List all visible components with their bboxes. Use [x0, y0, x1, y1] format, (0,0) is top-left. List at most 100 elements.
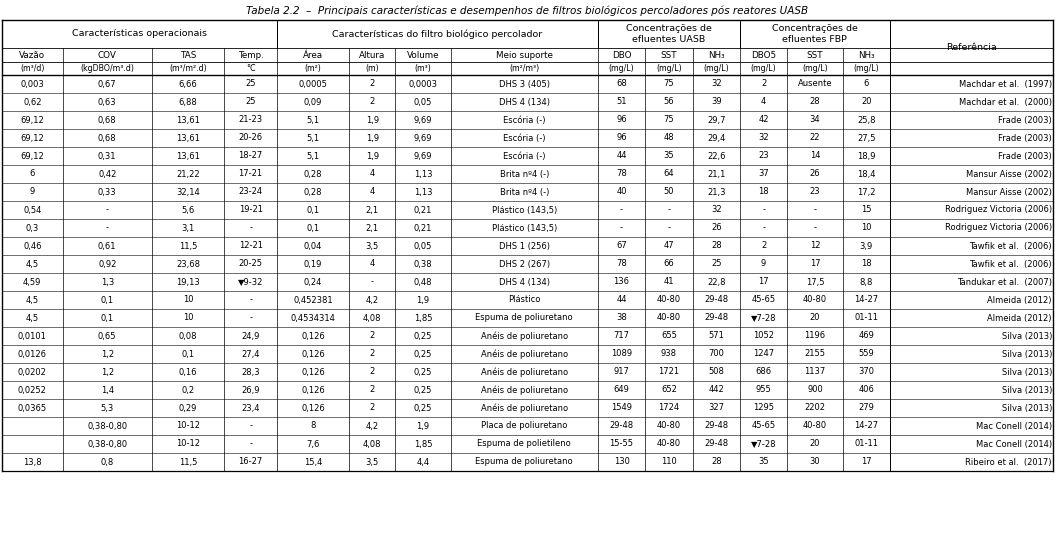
Text: 6,66: 6,66	[178, 79, 197, 88]
Text: 0,0202: 0,0202	[18, 368, 46, 376]
Text: DHS 4 (134): DHS 4 (134)	[499, 98, 550, 106]
Text: 4,2: 4,2	[366, 421, 379, 431]
Text: 12: 12	[809, 242, 820, 250]
Text: 130: 130	[614, 458, 630, 466]
Text: 1137: 1137	[804, 368, 826, 376]
Text: 5,1: 5,1	[307, 151, 320, 161]
Text: DHS 3 (405): DHS 3 (405)	[499, 79, 550, 88]
Text: Mac Conell (2014): Mac Conell (2014)	[976, 439, 1052, 448]
Text: 29-48: 29-48	[704, 421, 728, 431]
Text: Plástico: Plástico	[509, 295, 540, 305]
Text: 35: 35	[759, 458, 769, 466]
Text: 652: 652	[661, 385, 677, 395]
Text: 0,21: 0,21	[414, 206, 433, 214]
Text: -: -	[620, 224, 624, 232]
Text: 0,0252: 0,0252	[18, 385, 46, 395]
Text: 649: 649	[614, 385, 630, 395]
Text: 25: 25	[246, 98, 256, 106]
Text: 3,5: 3,5	[366, 458, 379, 466]
Text: 136: 136	[614, 277, 630, 287]
Text: 2: 2	[369, 385, 375, 395]
Text: 0,0365: 0,0365	[18, 403, 46, 413]
Text: 25,8: 25,8	[857, 116, 876, 124]
Text: 2,1: 2,1	[366, 206, 379, 214]
Text: 14-27: 14-27	[855, 295, 878, 305]
Text: -: -	[370, 277, 373, 287]
Text: 35: 35	[664, 151, 674, 161]
Text: Escória (-): Escória (-)	[503, 134, 545, 142]
Text: 11,5: 11,5	[179, 242, 197, 250]
Text: 0,25: 0,25	[414, 385, 433, 395]
Text: 34: 34	[809, 116, 820, 124]
Text: 0,0005: 0,0005	[299, 79, 327, 88]
Text: 10: 10	[183, 295, 193, 305]
Text: SST: SST	[807, 50, 823, 60]
Text: 8,8: 8,8	[860, 277, 872, 287]
Text: Anéis de poliuretano: Anéis de poliuretano	[481, 385, 568, 395]
Text: 20-25: 20-25	[238, 260, 263, 269]
Text: 17: 17	[809, 260, 820, 269]
Text: -: -	[249, 313, 252, 323]
Text: 50: 50	[664, 187, 674, 197]
Text: Brita nº4 (-): Brita nº4 (-)	[499, 169, 549, 179]
Text: 1089: 1089	[611, 350, 632, 358]
Text: 442: 442	[708, 385, 724, 395]
Text: 23: 23	[809, 187, 820, 197]
Text: 0,126: 0,126	[302, 332, 325, 340]
Text: 26: 26	[711, 224, 722, 232]
Text: 40-80: 40-80	[657, 439, 680, 448]
Text: 32,14: 32,14	[176, 187, 200, 197]
Text: 16-27: 16-27	[238, 458, 263, 466]
Text: 20: 20	[861, 98, 871, 106]
Text: (mg/L): (mg/L)	[853, 64, 879, 73]
Text: 4: 4	[369, 260, 375, 269]
Text: 19-21: 19-21	[238, 206, 263, 214]
Text: Concentrações de
efluentes FBP: Concentrações de efluentes FBP	[772, 24, 858, 44]
Text: 23,68: 23,68	[176, 260, 200, 269]
Text: 30: 30	[809, 458, 820, 466]
Text: 3,1: 3,1	[181, 224, 195, 232]
Text: 2: 2	[369, 368, 375, 376]
Text: Rodriguez Victoria (2006): Rodriguez Victoria (2006)	[945, 224, 1052, 232]
Text: 5,6: 5,6	[181, 206, 195, 214]
Text: 15,4: 15,4	[304, 458, 322, 466]
Text: 2: 2	[369, 79, 375, 88]
Text: 1,9: 1,9	[417, 295, 429, 305]
Text: 8: 8	[310, 421, 315, 431]
Text: 28,3: 28,3	[242, 368, 260, 376]
Text: 6,88: 6,88	[178, 98, 197, 106]
Text: 10: 10	[861, 224, 871, 232]
Text: 18: 18	[759, 187, 769, 197]
Text: 75: 75	[664, 79, 674, 88]
Text: 68: 68	[616, 79, 627, 88]
Text: 28: 28	[711, 242, 722, 250]
Text: 1,13: 1,13	[414, 169, 433, 179]
Text: Silva (2013): Silva (2013)	[1001, 332, 1052, 340]
Text: 0,2: 0,2	[181, 385, 195, 395]
Text: 48: 48	[664, 134, 674, 142]
Text: 23-24: 23-24	[238, 187, 263, 197]
Text: (mg/L): (mg/L)	[609, 64, 634, 73]
Text: -: -	[106, 224, 109, 232]
Text: 110: 110	[661, 458, 676, 466]
Text: 0,28: 0,28	[304, 169, 323, 179]
Text: 29,4: 29,4	[707, 134, 726, 142]
Text: 1,85: 1,85	[414, 313, 433, 323]
Text: Escória (-): Escória (-)	[503, 151, 545, 161]
Text: Volume: Volume	[406, 50, 439, 60]
Text: 20: 20	[809, 439, 820, 448]
Text: (m³): (m³)	[415, 64, 431, 73]
Text: 279: 279	[859, 403, 875, 413]
Text: ▼9-32: ▼9-32	[238, 277, 264, 287]
Text: Mansur Aisse (2002): Mansur Aisse (2002)	[966, 169, 1052, 179]
Text: 64: 64	[664, 169, 674, 179]
Text: Ausente: Ausente	[798, 79, 832, 88]
Text: 5,1: 5,1	[307, 116, 320, 124]
Text: 900: 900	[807, 385, 823, 395]
Text: (m²/m³): (m²/m³)	[510, 64, 539, 73]
Text: 51: 51	[616, 98, 627, 106]
Text: (m³/d): (m³/d)	[20, 64, 44, 73]
Text: (mg/L): (mg/L)	[751, 64, 776, 73]
Text: 14-27: 14-27	[855, 421, 878, 431]
Text: 0,126: 0,126	[302, 368, 325, 376]
